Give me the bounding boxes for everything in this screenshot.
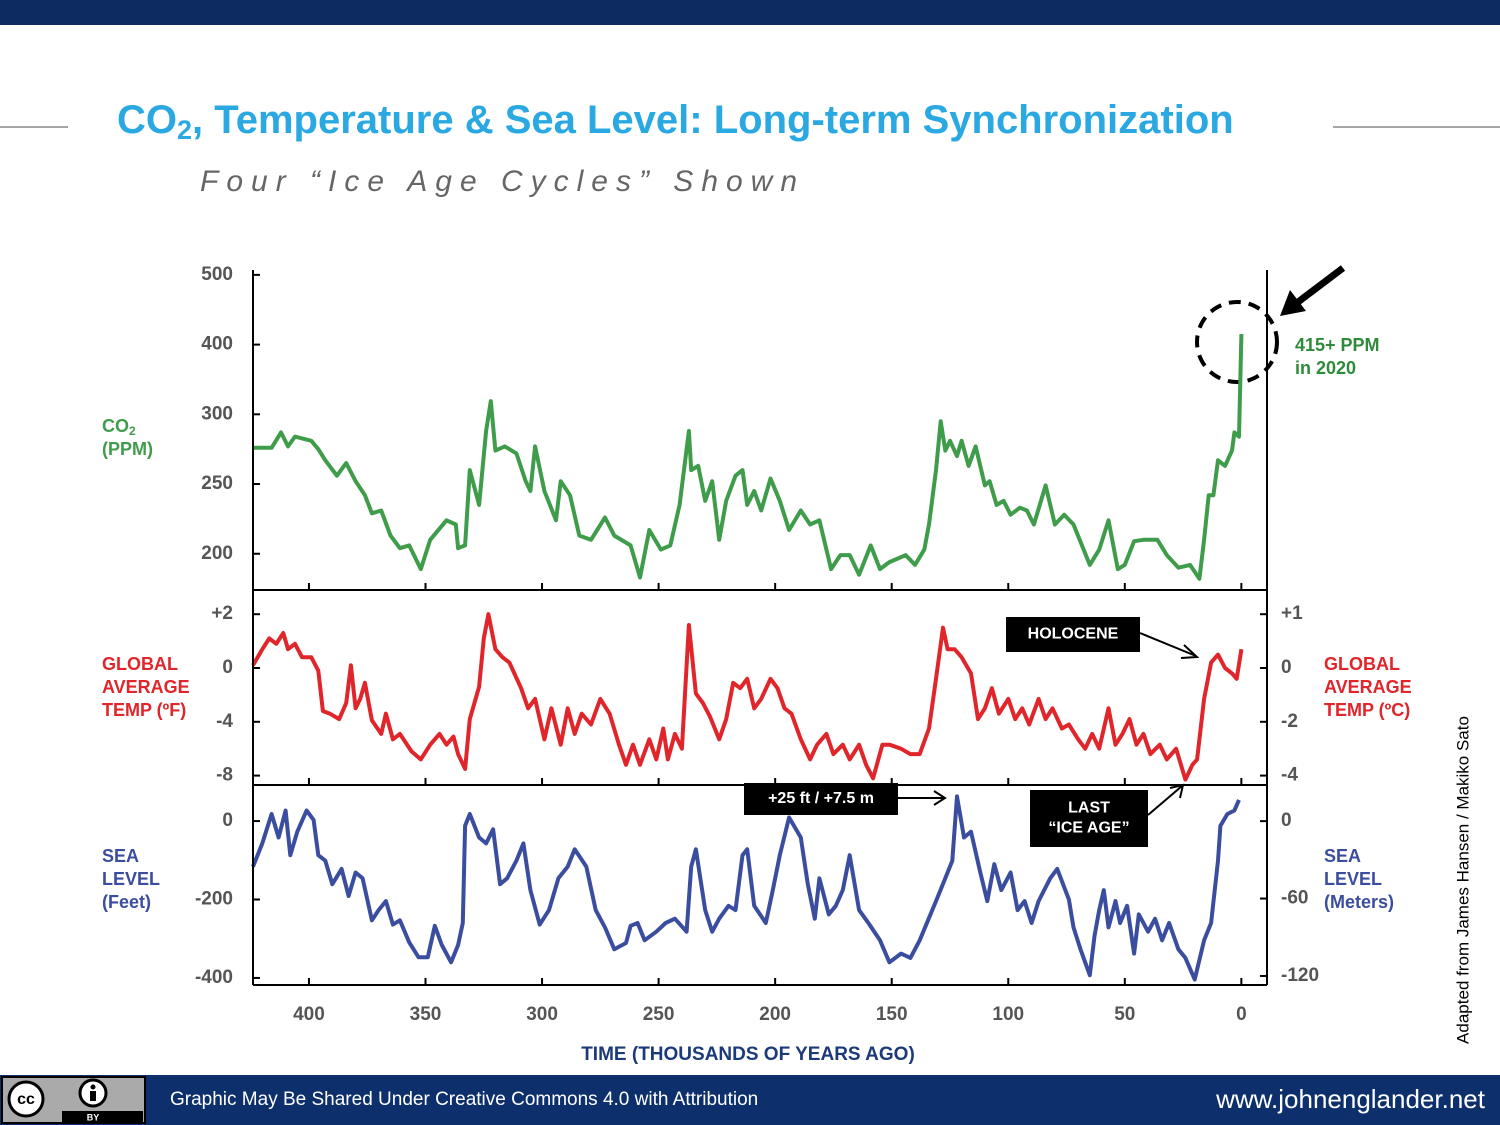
x-tick-label: 250	[643, 1004, 675, 1025]
highlight-circle	[1195, 300, 1279, 384]
by-icon-body	[90, 1091, 96, 1101]
y-label: CO2	[102, 416, 136, 438]
y-tick-label: 0	[222, 810, 233, 831]
x-tick-label: 50	[1114, 1004, 1135, 1025]
annotation: HOLOCENE	[1028, 626, 1119, 643]
annotation: +25 ft / +7.5 m	[768, 790, 874, 807]
annotation-box	[1006, 617, 1140, 652]
annotation-box	[744, 783, 898, 815]
y-label: AVERAGE	[102, 677, 190, 697]
y-label-subscript: 2	[129, 424, 136, 438]
y-label: (PPM)	[102, 439, 153, 459]
y-label: TEMP (ºF)	[102, 700, 186, 720]
footer-bar	[0, 1075, 1500, 1125]
y-label: SEA	[102, 846, 139, 866]
y2-label: TEMP (ºC)	[1324, 700, 1410, 720]
x-tick-label: 300	[526, 1004, 558, 1025]
cc-icon	[7, 1080, 45, 1118]
title: CO2, Temperature & Sea Level: Long-term …	[117, 98, 1234, 146]
annotation: “ICE AGE”	[1048, 820, 1129, 837]
panel: -8 -4 0 +2 -4 -2 0 +1 GLOBAL AVERAGE TEMP (ºF) GLOB…	[102, 603, 1412, 847]
panel: -400 -200 0 -120 -60 0 SEA LEVEL (Feet) SEA LEVEL (…	[102, 783, 1394, 988]
y2-tick-label: -4	[1281, 765, 1298, 786]
arrow-shaft	[1295, 265, 1346, 305]
arrow	[1139, 632, 1197, 657]
x-tick-label: 150	[876, 1004, 908, 1025]
credit: Adapted from James Hansen / Makiko Sato	[1453, 716, 1472, 1044]
annotation: LAST	[1068, 800, 1110, 817]
y2-tick-label: -120	[1281, 965, 1319, 986]
by-label: BY	[87, 1112, 100, 1122]
pointer-arrows	[898, 632, 1200, 816]
cc-badge-strip	[62, 1111, 143, 1123]
y-tick-label: 300	[201, 403, 233, 424]
y-tick-label: 500	[201, 264, 233, 285]
x-tick-label: 100	[992, 1004, 1024, 1025]
subtitle: Four “Ice Age Cycles” Shown	[200, 165, 805, 198]
y-label-part: CO	[102, 416, 129, 436]
y-label: GLOBAL	[102, 654, 178, 674]
y-tick-label: 400	[201, 334, 233, 355]
y2-tick-label: +1	[1281, 603, 1303, 624]
y2-tick-label: -60	[1281, 888, 1308, 909]
y-tick-label: 200	[201, 543, 233, 564]
y-tick-label: -4	[216, 711, 233, 732]
y-tick-label: +2	[211, 603, 233, 624]
panel: 200 250 300 400 500 CO2(PPM) 415+ PPM in 2020	[102, 264, 1380, 591]
x-tick-label: 200	[759, 1004, 791, 1025]
arrow-head	[933, 790, 947, 806]
y2-tick-label: 0	[1281, 657, 1292, 678]
y2-label: AVERAGE	[1324, 677, 1412, 697]
title-subscript: 2	[177, 115, 192, 145]
arrow-head	[1280, 290, 1306, 316]
annotation: in 2020	[1295, 358, 1356, 378]
x-tick-label: 350	[410, 1004, 442, 1025]
y2-tick-label: -2	[1281, 711, 1298, 732]
title-part: CO	[117, 98, 177, 142]
y2-label: SEA	[1324, 846, 1361, 866]
website: www.johnenglander.net	[1215, 1084, 1486, 1114]
data-line	[251, 612, 1244, 782]
annotation-box	[1030, 790, 1148, 847]
annotation: 415+ PPM	[1295, 335, 1380, 355]
x-tick-label: 400	[293, 1004, 325, 1025]
y-tick-label: -200	[195, 889, 233, 910]
y-label: (Feet)	[102, 892, 151, 912]
x-tick-label: 0	[1236, 1004, 1247, 1025]
license: Graphic May Be Shared Under Creative Com…	[170, 1089, 758, 1110]
arrow	[1147, 785, 1183, 816]
y2-label: GLOBAL	[1324, 654, 1400, 674]
y-label: LEVEL	[102, 869, 160, 889]
arrow-head	[1180, 644, 1200, 659]
x-axis-label: TIME (THOUSANDS OF YEARS AGO)	[581, 1044, 915, 1065]
y-tick-label: -8	[216, 765, 233, 786]
y2-label: LEVEL	[1324, 869, 1382, 889]
title-part: , Temperature & Sea Level: Long-term Syn…	[192, 98, 1234, 142]
data-line	[251, 794, 1241, 982]
top-bar	[0, 0, 1500, 25]
data-line	[253, 334, 1244, 581]
y-tick-label: 250	[201, 473, 233, 494]
y-tick-label: -400	[195, 967, 233, 988]
y2-label: (Meters)	[1324, 892, 1394, 912]
by-icon-head	[90, 1084, 96, 1090]
cc-label: cc	[17, 1091, 35, 1108]
y2-tick-label: 0	[1281, 810, 1292, 831]
y-tick-label: 0	[222, 657, 233, 678]
